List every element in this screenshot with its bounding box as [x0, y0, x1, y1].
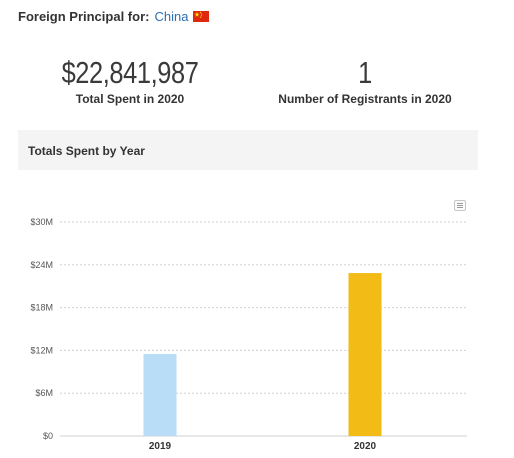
y-tick-label: $30M	[30, 217, 53, 227]
x-category-label: 2019	[149, 441, 172, 452]
section-header: Totals Spent by Year	[18, 130, 478, 170]
y-tick-label: $6M	[35, 388, 53, 398]
foreign-principal-header: Foreign Principal for: China	[18, 9, 210, 24]
foreign-principal-label: Foreign Principal for:	[18, 9, 150, 24]
y-tick-label: $24M	[30, 260, 53, 270]
country-link[interactable]: China	[154, 9, 189, 24]
bar-2019	[143, 353, 177, 436]
total-spent-label: Total Spent in 2020	[75, 92, 185, 106]
bar-2020	[348, 273, 382, 436]
section-title: Totals Spent by Year	[28, 144, 145, 158]
total-spent-stat: $22,841,987 Total Spent in 2020	[45, 55, 215, 106]
registrants-value: 1	[358, 55, 372, 90]
registrants-label: Number of Registrants in 2020	[278, 92, 452, 106]
y-tick-label: $18M	[30, 303, 53, 313]
total-spent-value: $22,841,987	[61, 55, 199, 90]
chart-menu-icon[interactable]	[454, 200, 466, 211]
y-tick-label: $12M	[30, 345, 53, 355]
y-tick-label: $0	[43, 431, 53, 441]
x-category-label: 2020	[354, 441, 377, 452]
china-flag-icon	[193, 11, 210, 22]
registrants-stat: 1 Number of Registrants in 2020	[260, 55, 470, 106]
